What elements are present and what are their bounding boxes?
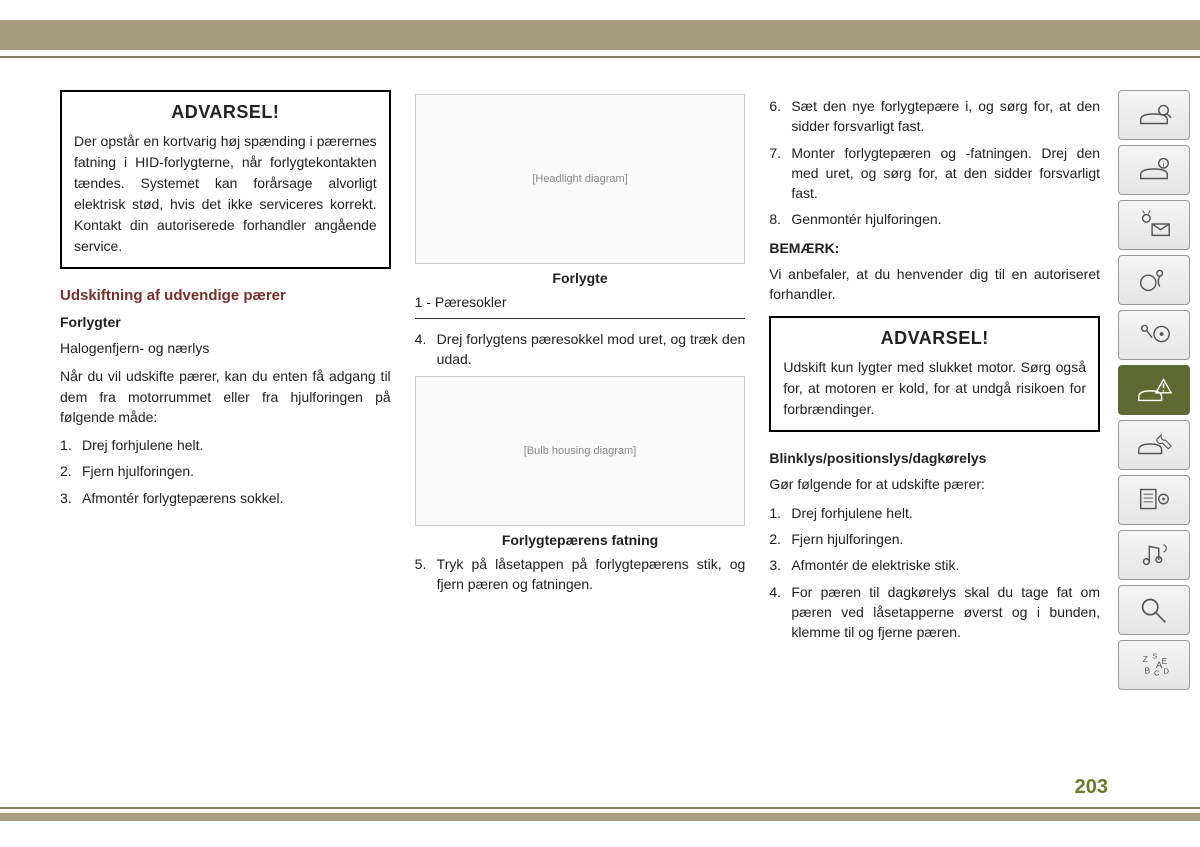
bottom-rule bbox=[0, 807, 1200, 809]
svg-text:A: A bbox=[1156, 659, 1163, 670]
section-title: Udskiftning af udvendige pærer bbox=[60, 287, 391, 304]
car-search-icon bbox=[1135, 98, 1173, 133]
list-text: Drej forlygtens pæresokkel mod uret, og … bbox=[437, 329, 746, 370]
list-item: 5.Tryk på låsetappen på forlygtepærens s… bbox=[415, 554, 746, 595]
sidebar-tab-doc-gear[interactable] bbox=[1118, 475, 1190, 525]
list-text: Fjern hjulforingen. bbox=[791, 529, 1100, 549]
figure-caption: Forlygtepærens fatning bbox=[415, 532, 746, 548]
sub-title-blinklys: Blinklys/positionslys/dagkørelys bbox=[769, 450, 1100, 466]
sidebar-tab-airbag[interactable] bbox=[1118, 255, 1190, 305]
lights-mail-icon bbox=[1135, 208, 1173, 243]
list-text: Drej forhjulene helt. bbox=[82, 435, 391, 455]
list-text: Tryk på låsetappen på forlygtepærens sti… bbox=[437, 554, 746, 595]
list-number: 3. bbox=[60, 488, 82, 508]
sidebar-tab-key-wheel[interactable] bbox=[1118, 310, 1190, 360]
list-item: 8.Genmontér hjulforingen. bbox=[769, 209, 1100, 229]
list-number: 3. bbox=[769, 555, 791, 575]
car-info-icon: i bbox=[1135, 153, 1173, 188]
warning-title: ADVARSEL! bbox=[783, 328, 1086, 349]
list-number: 1. bbox=[769, 503, 791, 523]
list-item: 1.Drej forhjulene helt. bbox=[60, 435, 391, 455]
sidebar-tab-car-warning[interactable] bbox=[1118, 365, 1190, 415]
ordered-list: 6.Sæt den nye forlygtepære i, og sørg fo… bbox=[769, 96, 1100, 230]
figure-caption: Forlygte bbox=[415, 270, 746, 286]
page-number: 203 bbox=[1075, 776, 1108, 799]
list-item: 2.Fjern hjulforingen. bbox=[769, 529, 1100, 549]
list-text: Afmontér forlygtepærens sokkel. bbox=[82, 488, 391, 508]
list-item: 2.Fjern hjulforingen. bbox=[60, 461, 391, 481]
ordered-list: 4.Drej forlygtens pæresokkel mod uret, o… bbox=[415, 329, 746, 370]
warning-text: Udskift kun lygter med slukket motor. Sø… bbox=[783, 357, 1086, 420]
list-item: 6.Sæt den nye forlygtepære i, og sørg fo… bbox=[769, 96, 1100, 137]
list-item: 7.Monter forlygtepæren og -fatningen. Dr… bbox=[769, 143, 1100, 204]
list-text: Drej forhjulene helt. bbox=[791, 503, 1100, 523]
list-number: 8. bbox=[769, 209, 791, 229]
list-item: 1.Drej forhjulene helt. bbox=[769, 503, 1100, 523]
svg-text:Z: Z bbox=[1143, 654, 1148, 664]
sidebar-tab-alpha-index[interactable]: ZSEBCDA bbox=[1118, 640, 1190, 690]
list-text: Genmontér hjulforingen. bbox=[791, 209, 1100, 229]
doc-gear-icon bbox=[1135, 483, 1173, 518]
warning-text: Der opstår en kortvarig høj spænding i p… bbox=[74, 131, 377, 257]
car-warning-icon bbox=[1135, 373, 1173, 408]
sidebar-tab-car-info[interactable]: i bbox=[1118, 145, 1190, 195]
sidebar-tab-car-wrench[interactable] bbox=[1118, 420, 1190, 470]
note-text: Vi anbefaler, at du henvender dig til en… bbox=[769, 264, 1100, 305]
list-item: 4.Drej forlygtens pæresokkel mod uret, o… bbox=[415, 329, 746, 370]
figure-legend: 1 - Pæresokler bbox=[415, 290, 746, 319]
note-label: BEMÆRK: bbox=[769, 240, 1100, 256]
list-number: 4. bbox=[769, 582, 791, 643]
warning-box-1: ADVARSEL! Der opstår en kortvarig høj sp… bbox=[60, 90, 391, 269]
column-2: [Headlight diagram] Forlygte 1 - Pæresok… bbox=[415, 90, 746, 648]
list-number: 2. bbox=[60, 461, 82, 481]
list-number: 1. bbox=[60, 435, 82, 455]
bottom-bar bbox=[0, 813, 1200, 821]
list-number: 2. bbox=[769, 529, 791, 549]
alpha-index-icon: ZSEBCDA bbox=[1135, 648, 1173, 683]
airbag-icon bbox=[1135, 263, 1173, 298]
svg-text:E: E bbox=[1162, 656, 1168, 666]
nav-music-icon bbox=[1135, 538, 1173, 573]
paragraph: Når du vil udskifte pærer, kan du enten … bbox=[60, 366, 391, 427]
list-text: Sæt den nye forlygtepære i, og sørg for,… bbox=[791, 96, 1100, 137]
warning-title: ADVARSEL! bbox=[74, 102, 377, 123]
list-text: Fjern hjulforingen. bbox=[82, 461, 391, 481]
list-text: For pæren til dagkørelys skal du tage fa… bbox=[791, 582, 1100, 643]
svg-text:D: D bbox=[1164, 666, 1170, 675]
sidebar-tab-magnifier[interactable] bbox=[1118, 585, 1190, 635]
ordered-list: 5.Tryk på låsetappen på forlygtepærens s… bbox=[415, 554, 746, 595]
sidebar-tab-lights-mail[interactable] bbox=[1118, 200, 1190, 250]
figure-headlight: [Headlight diagram] bbox=[415, 94, 746, 264]
top-bar bbox=[0, 20, 1200, 50]
list-text: Afmontér de elektriske stik. bbox=[791, 555, 1100, 575]
column-1: ADVARSEL! Der opstår en kortvarig høj sp… bbox=[60, 90, 391, 648]
list-number: 6. bbox=[769, 96, 791, 137]
ordered-list: 1.Drej forhjulene helt.2.Fjern hjulforin… bbox=[60, 435, 391, 508]
key-wheel-icon bbox=[1135, 318, 1173, 353]
ordered-list: 1.Drej forhjulene helt.2.Fjern hjulforin… bbox=[769, 503, 1100, 643]
paragraph: Halogenfjern- og nærlys bbox=[60, 338, 391, 358]
top-rule bbox=[0, 56, 1200, 58]
list-item: 4.For pæren til dagkørelys skal du tage … bbox=[769, 582, 1100, 643]
list-number: 7. bbox=[769, 143, 791, 204]
sidebar-tab-nav-music[interactable] bbox=[1118, 530, 1190, 580]
list-item: 3.Afmontér forlygtepærens sokkel. bbox=[60, 488, 391, 508]
sub-title-forlygter: Forlygter bbox=[60, 314, 391, 330]
sidebar-tab-car-search[interactable] bbox=[1118, 90, 1190, 140]
svg-text:B: B bbox=[1145, 665, 1151, 675]
list-number: 5. bbox=[415, 554, 437, 595]
page-content: ADVARSEL! Der opstår en kortvarig høj sp… bbox=[60, 90, 1100, 648]
sidebar-nav: iZSEBCDA bbox=[1118, 90, 1190, 690]
warning-box-2: ADVARSEL! Udskift kun lygter med slukket… bbox=[769, 316, 1100, 432]
list-item: 3.Afmontér de elektriske stik. bbox=[769, 555, 1100, 575]
paragraph: Gør følgende for at udskifte pærer: bbox=[769, 474, 1100, 494]
list-number: 4. bbox=[415, 329, 437, 370]
list-text: Monter forlygtepæren og -fatningen. Drej… bbox=[791, 143, 1100, 204]
car-wrench-icon bbox=[1135, 428, 1173, 463]
column-3: 6.Sæt den nye forlygtepære i, og sørg fo… bbox=[769, 90, 1100, 648]
magnifier-icon bbox=[1135, 593, 1173, 628]
figure-bulb-housing: [Bulb housing diagram] bbox=[415, 376, 746, 526]
